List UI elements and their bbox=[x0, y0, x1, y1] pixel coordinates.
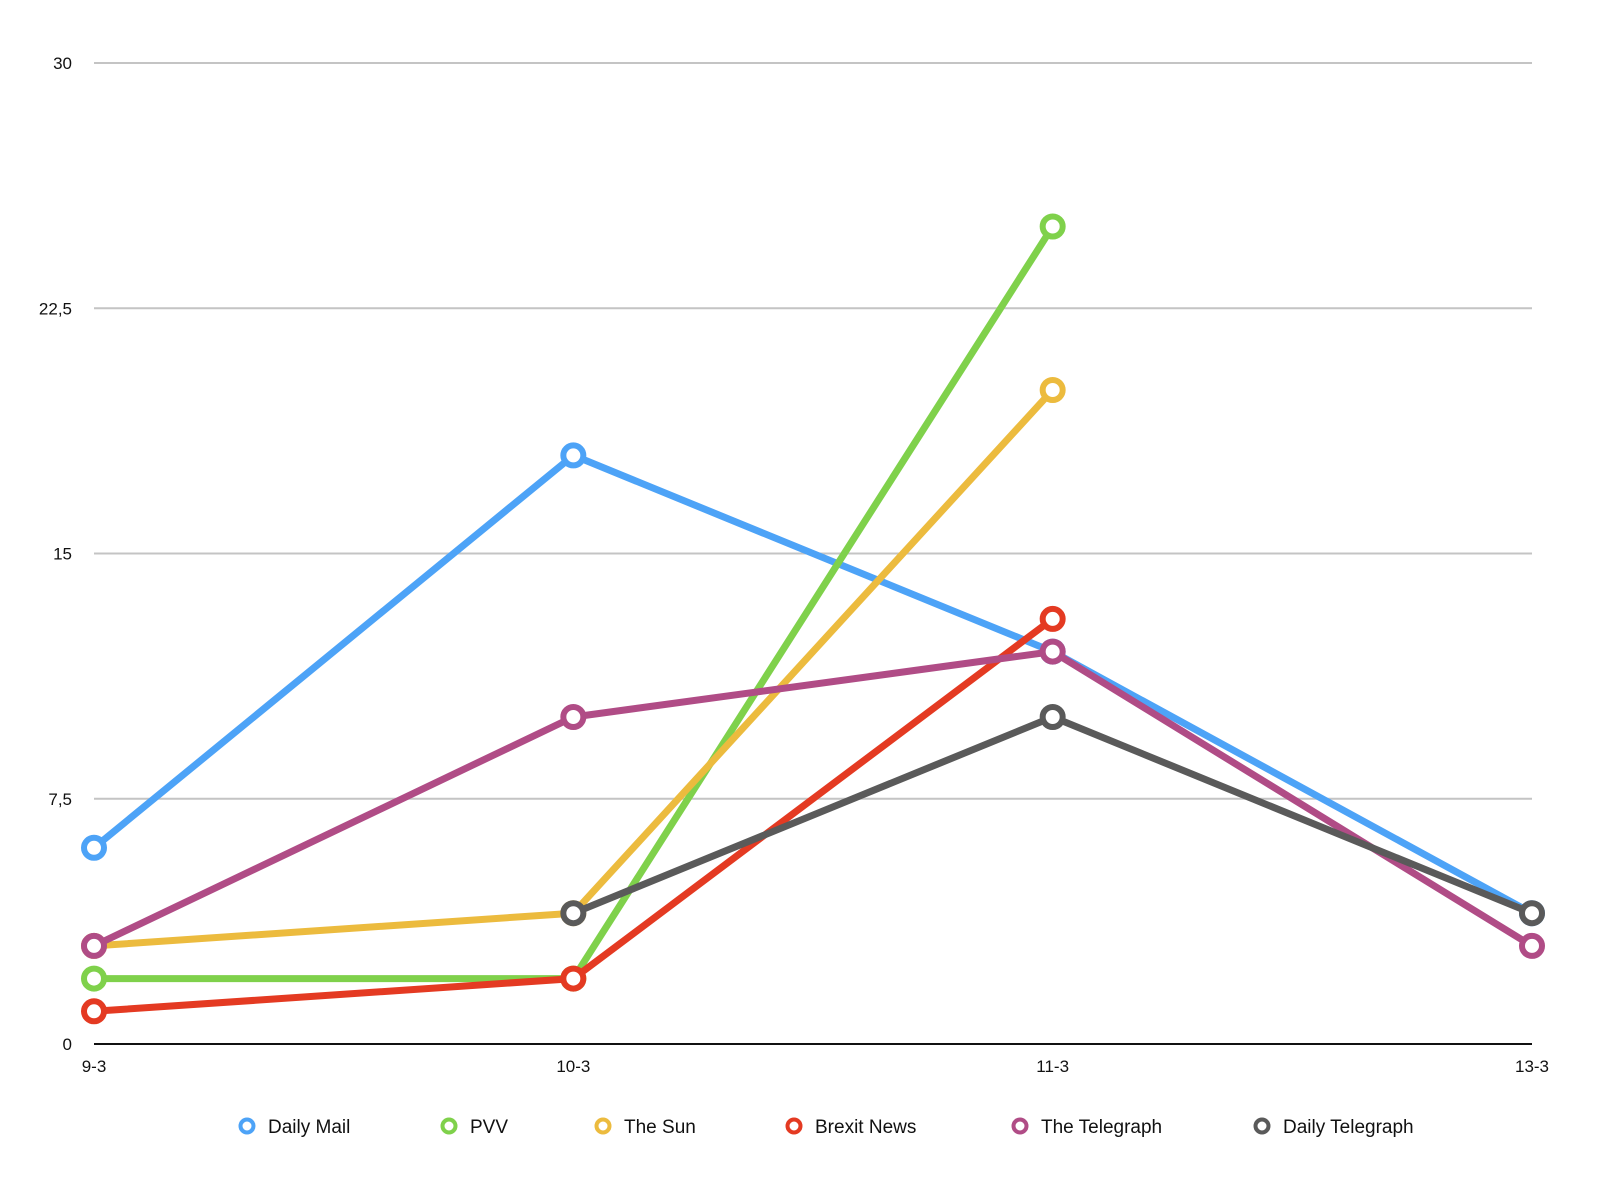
series-line bbox=[90, 648, 1536, 950]
x-tick-label: 10-3 bbox=[556, 1057, 590, 1076]
x-tick-label: 11-3 bbox=[1036, 1057, 1069, 1076]
series-daily-telegraph bbox=[560, 704, 1545, 927]
data-point bbox=[1519, 932, 1545, 959]
y-tick-label: 30 bbox=[53, 54, 72, 73]
legend-label: Brexit News bbox=[815, 1117, 916, 1138]
data-point bbox=[81, 932, 107, 959]
y-tick-label: 7,5 bbox=[48, 790, 72, 809]
legend-label: The Sun bbox=[624, 1117, 696, 1138]
legend: Daily Mail PVV The Sun Brexit News The Teleg… bbox=[238, 1117, 1414, 1138]
x-tick-label: 9-3 bbox=[82, 1057, 107, 1076]
legend-marker bbox=[1253, 1117, 1271, 1135]
grid-lines bbox=[94, 62, 1532, 800]
legend-item: The Telegraph bbox=[1011, 1117, 1162, 1138]
data-point bbox=[1039, 605, 1066, 632]
legend-marker bbox=[440, 1117, 458, 1135]
legend-label: Daily Telegraph bbox=[1283, 1117, 1414, 1138]
legend-label: The Telegraph bbox=[1041, 1117, 1162, 1138]
legend-marker bbox=[238, 1117, 256, 1135]
y-tick-label: 15 bbox=[53, 545, 72, 564]
x-tick-label: 13-3 bbox=[1515, 1057, 1549, 1076]
data-point bbox=[1039, 704, 1066, 730]
data-point bbox=[1039, 213, 1066, 240]
legend-item: Daily Telegraph bbox=[1253, 1117, 1414, 1138]
legend-item: Daily Mail bbox=[238, 1117, 350, 1138]
data-point bbox=[81, 998, 107, 1025]
data-point bbox=[560, 965, 587, 992]
series-brexit-news bbox=[81, 605, 1066, 1025]
data-point bbox=[560, 704, 587, 730]
series-line bbox=[90, 615, 1057, 1015]
series-line bbox=[90, 223, 1057, 983]
y-tick-label: 0 bbox=[63, 1035, 72, 1054]
data-point bbox=[81, 965, 107, 992]
legend-item: Brexit News bbox=[785, 1117, 916, 1138]
series-the-telegraph bbox=[81, 638, 1545, 959]
data-point bbox=[81, 834, 107, 861]
x-axis-tick-labels: 9-3 10-3 11-3 13-3 bbox=[82, 1057, 1549, 1076]
y-tick-label: 22,5 bbox=[39, 299, 72, 318]
legend-marker bbox=[1011, 1117, 1029, 1135]
data-point bbox=[560, 442, 587, 469]
data-point bbox=[560, 900, 587, 927]
series-group bbox=[81, 213, 1545, 1025]
legend-item: PVV bbox=[440, 1117, 508, 1138]
series-line bbox=[569, 713, 1536, 917]
legend-marker bbox=[785, 1117, 803, 1135]
y-axis-tick-labels: 0 7,5 15 22,5 30 bbox=[39, 54, 72, 1054]
legend-label: Daily Mail bbox=[268, 1117, 350, 1138]
legend-label: PVV bbox=[470, 1117, 508, 1138]
series-pvv bbox=[81, 213, 1066, 992]
legend-item: The Sun bbox=[594, 1117, 696, 1138]
data-point bbox=[1039, 377, 1066, 403]
series-line bbox=[90, 451, 1536, 917]
data-point bbox=[1039, 638, 1066, 665]
legend-marker bbox=[594, 1117, 612, 1135]
data-point bbox=[1519, 900, 1545, 927]
